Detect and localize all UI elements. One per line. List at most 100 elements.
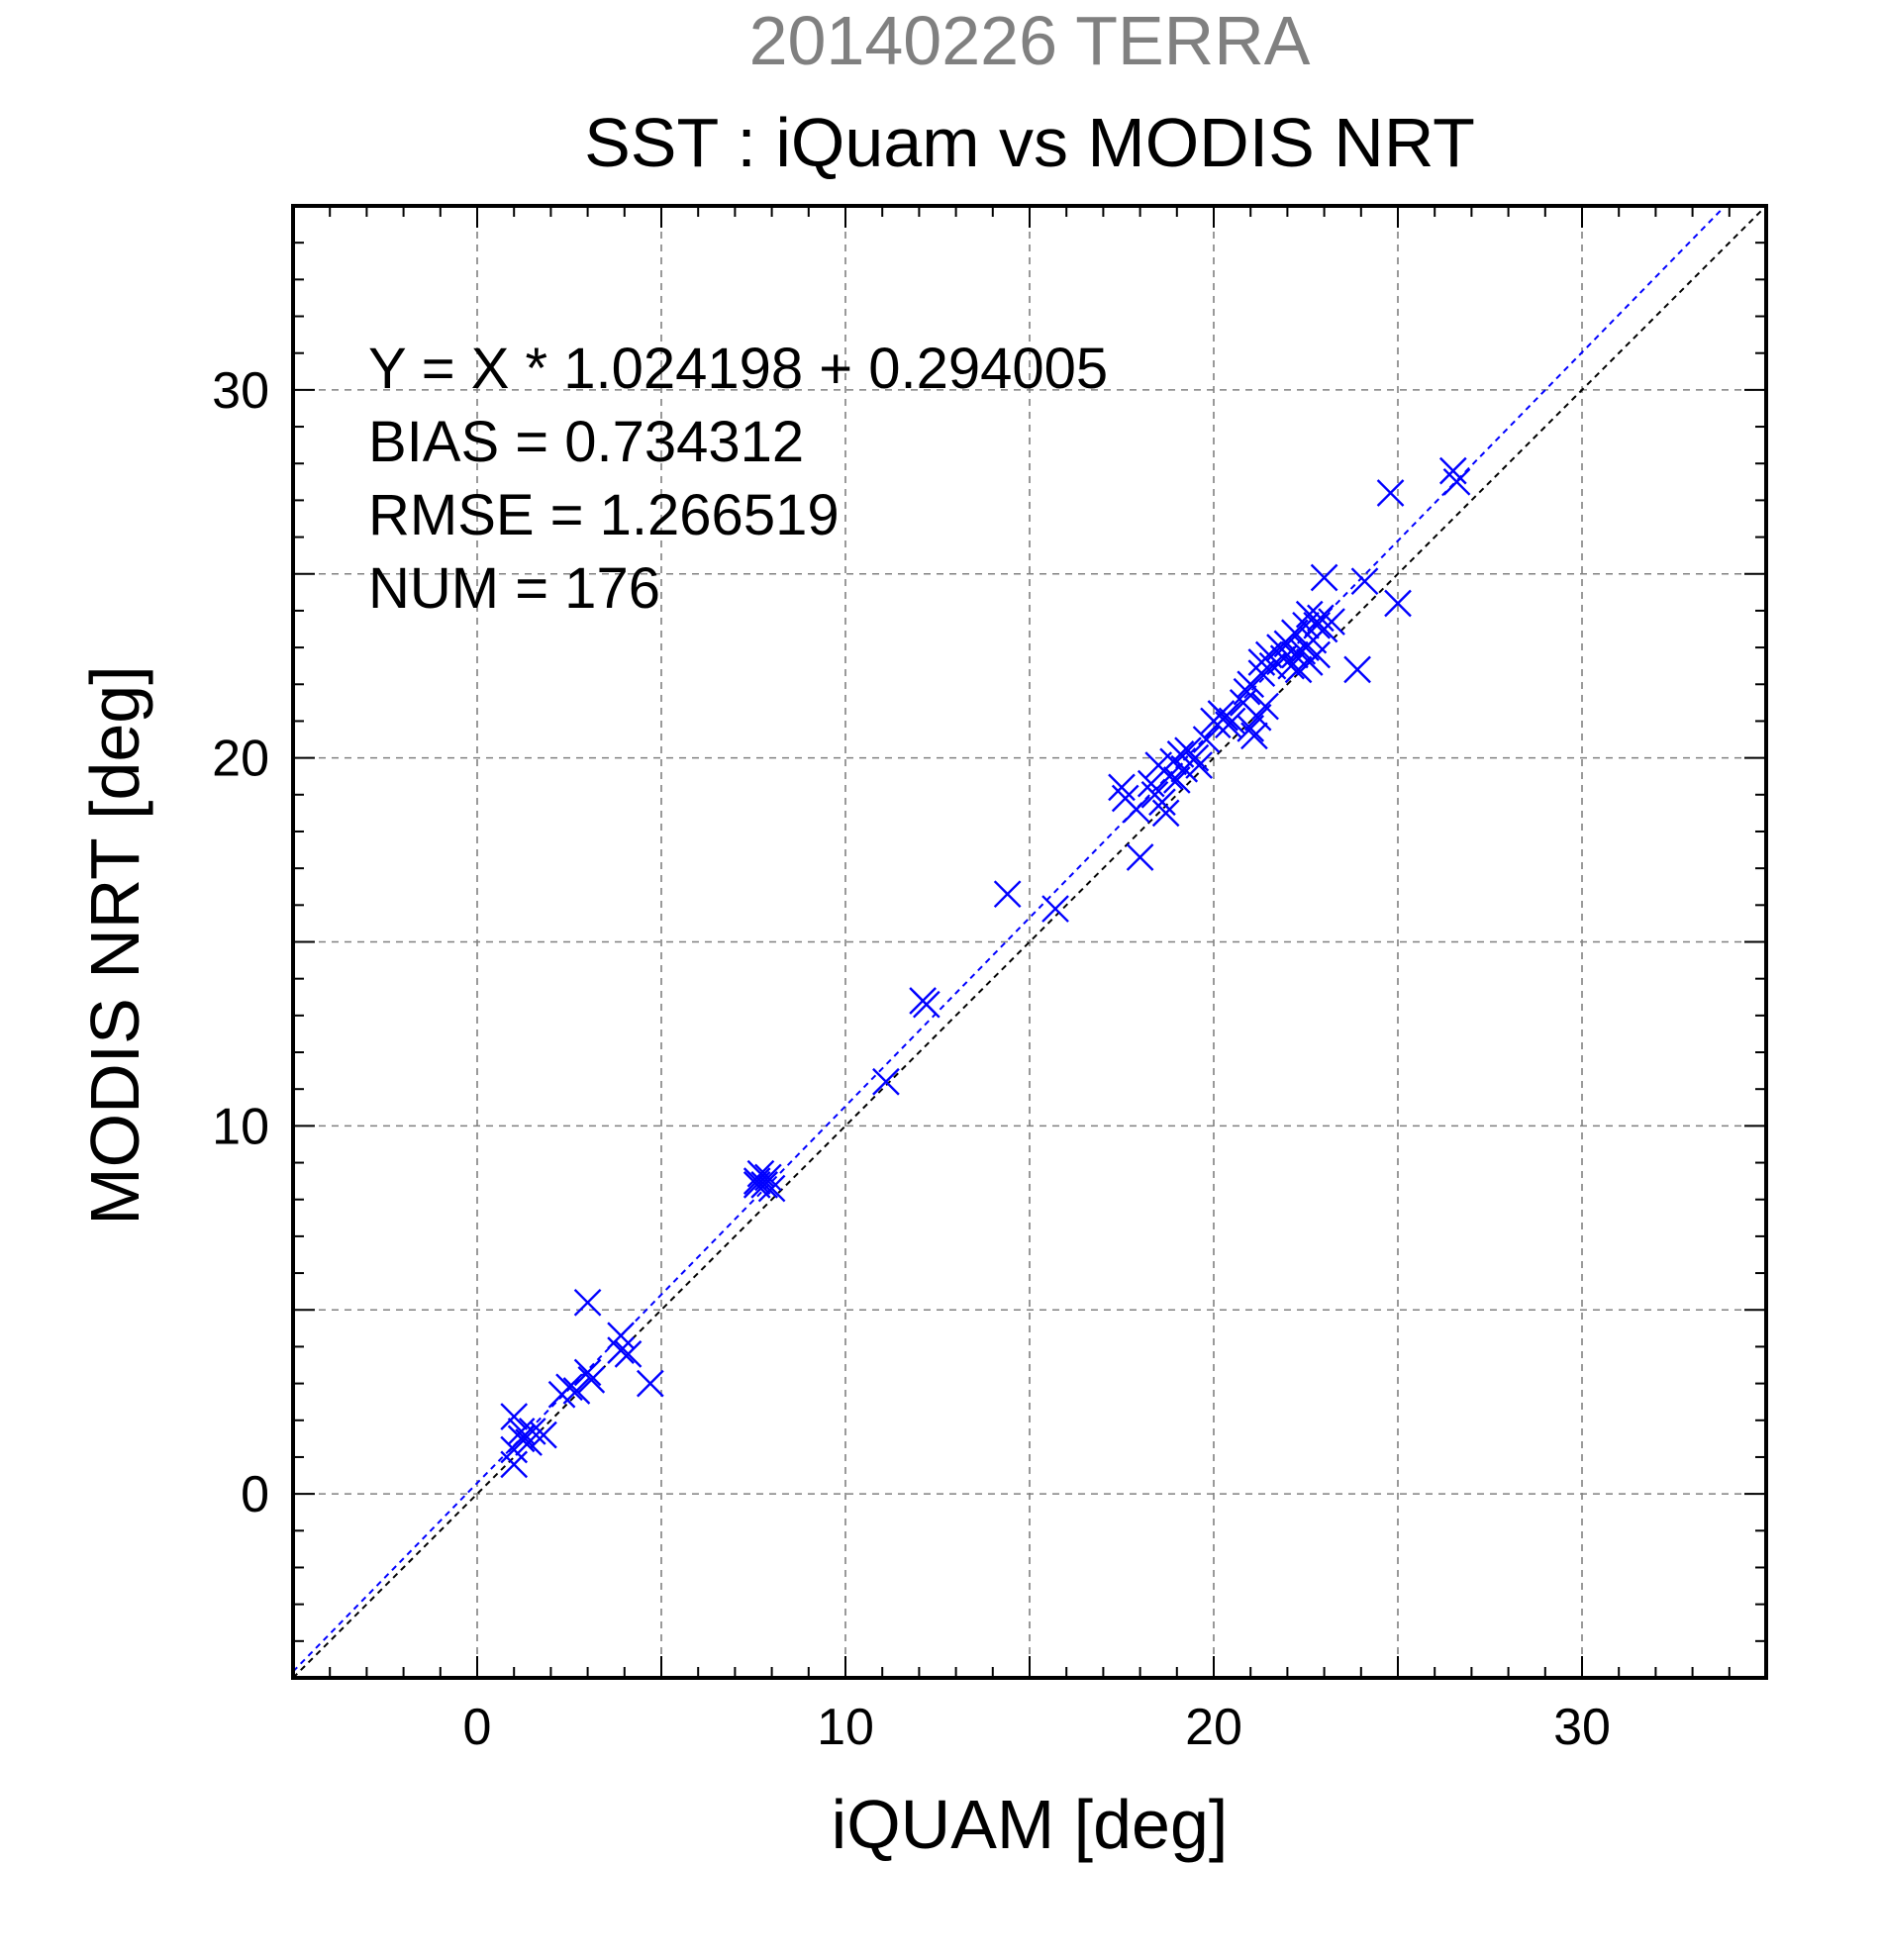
- data-point-stroke: [1303, 640, 1332, 669]
- data-points: [500, 456, 1471, 1479]
- data-point-stroke: [1192, 726, 1221, 753]
- data-point: [746, 1159, 775, 1188]
- data-point: [993, 880, 1022, 909]
- data-point-stroke: [993, 880, 1022, 909]
- data-point: [1438, 456, 1467, 485]
- chart-title: 20140226 TERRA: [749, 2, 1311, 79]
- data-point: [1384, 589, 1412, 618]
- data-point-stroke: [530, 1421, 557, 1449]
- data-point: [872, 1067, 900, 1096]
- annotations: Y = X * 1.024198 + 0.294005 BIAS = 0.7343…: [368, 337, 1108, 621]
- data-point-stroke: [1350, 567, 1379, 596]
- data-point: [530, 1421, 557, 1449]
- data-point-stroke: [1310, 563, 1338, 592]
- annotation-text: Y = X * 1.024198 + 0.294005: [368, 337, 1108, 401]
- data-point-stroke: [573, 1358, 602, 1387]
- y-tick-label: 0: [241, 1466, 269, 1523]
- x-tick-label: 20: [1185, 1699, 1242, 1756]
- data-point: [1041, 895, 1069, 923]
- data-point: [1218, 707, 1246, 735]
- data-point-stroke: [1295, 600, 1324, 629]
- x-tick-label: 0: [463, 1699, 492, 1756]
- data-point: [1343, 655, 1371, 684]
- x-tick-label: 10: [817, 1699, 874, 1756]
- data-point-stroke: [1318, 608, 1345, 636]
- data-point-stroke: [1376, 479, 1405, 507]
- data-point: [577, 1366, 606, 1394]
- data-point-stroke: [1233, 677, 1261, 706]
- data-point-stroke: [1307, 604, 1335, 633]
- data-point-stroke: [1251, 692, 1279, 721]
- data-point-stroke: [1181, 743, 1210, 772]
- data-point-stroke: [742, 1171, 771, 1199]
- data-point: [1108, 773, 1136, 802]
- identity-line: [292, 205, 1767, 1679]
- data-point-stroke: [1148, 788, 1176, 817]
- data-point: [1137, 769, 1165, 798]
- data-point-stroke: [1240, 722, 1268, 750]
- data-point-stroke: [1292, 611, 1320, 639]
- data-point: [573, 1288, 602, 1317]
- data-point: [1442, 467, 1471, 496]
- y-tick-label: 30: [212, 362, 269, 420]
- data-point: [1277, 651, 1305, 680]
- data-point-stroke: [1123, 795, 1150, 824]
- x-tick-label: 30: [1553, 1699, 1611, 1756]
- data-point: [742, 1167, 771, 1195]
- data-point-stroke: [872, 1067, 900, 1096]
- data-point-stroke: [500, 1450, 529, 1479]
- data-point: [1350, 567, 1379, 596]
- annotation-text: NUM = 176: [368, 556, 660, 621]
- data-point: [1307, 604, 1335, 633]
- data-point-stroke: [607, 1322, 635, 1350]
- data-point: [1251, 692, 1279, 721]
- y-axis-label: MODIS NRT [deg]: [76, 665, 153, 1225]
- data-point-stroke: [500, 1403, 529, 1430]
- annotation-text: BIAS = 0.734312: [368, 410, 804, 474]
- y-tick-label: 10: [212, 1098, 269, 1155]
- y-tick-label: 20: [212, 731, 269, 788]
- data-point-stroke: [614, 1340, 643, 1368]
- data-point-stroke: [1343, 655, 1371, 684]
- data-point-stroke: [1151, 799, 1180, 828]
- data-point-stroke: [555, 1373, 583, 1402]
- data-point-stroke: [573, 1288, 602, 1317]
- data-point: [614, 1340, 643, 1368]
- data-point-stroke: [1438, 456, 1467, 485]
- data-point-stroke: [507, 1418, 536, 1445]
- data-point: [750, 1171, 779, 1199]
- data-point-stroke: [1211, 703, 1239, 732]
- plot-frame: [291, 204, 1768, 1680]
- data-point: [607, 1336, 635, 1364]
- chart-subtitle: SST : iQuam vs MODIS NRT: [584, 104, 1475, 181]
- data-point-stroke: [515, 1428, 543, 1456]
- data-point: [1292, 611, 1320, 639]
- data-point: [1151, 799, 1180, 828]
- grid-lines: [293, 206, 1766, 1678]
- data-point-stroke: [742, 1167, 771, 1195]
- data-point-stroke: [912, 990, 940, 1019]
- data-point: [607, 1322, 635, 1350]
- data-point: [1192, 726, 1221, 753]
- data-point: [1185, 751, 1213, 779]
- data-point: [562, 1377, 591, 1405]
- data-point-stroke: [636, 1369, 664, 1398]
- data-point: [1303, 640, 1332, 669]
- data-point: [500, 1450, 529, 1479]
- data-point-stroke: [1277, 651, 1305, 680]
- data-point: [1148, 788, 1176, 817]
- data-point-stroke: [1041, 895, 1069, 923]
- data-point: [573, 1358, 602, 1387]
- annotation-text: RMSE = 1.266519: [368, 483, 840, 547]
- data-point-stroke: [1166, 740, 1195, 768]
- data-point: [515, 1428, 543, 1456]
- data-point: [636, 1369, 664, 1398]
- data-point: [1181, 743, 1210, 772]
- data-point-stroke: [1229, 689, 1257, 717]
- data-point-stroke: [1108, 773, 1136, 802]
- data-point: [1123, 795, 1150, 824]
- tick-labels: 0 10 20 30 0 10 20 30: [212, 362, 1611, 1756]
- data-point-stroke: [1126, 843, 1154, 871]
- data-point: [555, 1373, 583, 1402]
